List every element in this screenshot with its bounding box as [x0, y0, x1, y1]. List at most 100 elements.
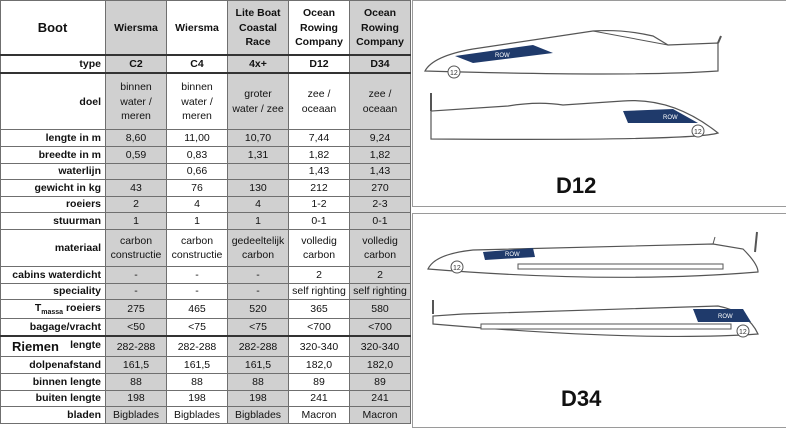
cell-line: 1,31 [247, 148, 269, 161]
cell-line: - [195, 268, 199, 281]
cell-line: 9,24 [369, 132, 391, 145]
riemen-value: 88 [105, 373, 167, 391]
spec-value: 365 [288, 299, 350, 320]
spec-value: - [227, 282, 289, 301]
cell-line: volledig [301, 234, 337, 247]
spec-value: carbon constructie [166, 228, 228, 268]
cell-line: 0-1 [372, 214, 388, 227]
riemen-row: Riemen lengte 282-288 282-288 282-288 320-340… [0, 335, 411, 358]
cell-line: zee / [368, 88, 392, 101]
riemen-value: Macron [349, 406, 411, 424]
spec-value: 43 [105, 179, 167, 197]
riemen-value: 182,0 [349, 356, 411, 375]
cell-line: 7,44 [308, 132, 330, 145]
spec-row: doel binnen water / meren binnen water / meren… [0, 72, 411, 131]
riemen-value: 88 [227, 373, 289, 391]
cell-line: gedeeltelijk [231, 234, 285, 247]
spec-row: speciality - - - self righting self righting [0, 282, 411, 301]
cell-line: self righting [353, 285, 407, 298]
spec-value: <700 [349, 318, 411, 337]
spec-value: 0,83 [166, 145, 228, 164]
spec-value: volledig carbon [349, 228, 411, 268]
spec-label: materiaal [0, 228, 106, 268]
spec-label: gewicht in kg [0, 179, 106, 197]
cell-line: Wiersma [175, 21, 219, 34]
lower-decal-text: ROW [718, 314, 733, 320]
spec-label: speciality [0, 282, 106, 301]
cell-line: carbon [363, 248, 397, 261]
riemen-label: binnen lengte [0, 373, 106, 391]
lower-decal-stripe [693, 309, 751, 322]
spec-value: - [227, 266, 289, 284]
spec-value: <75 [227, 318, 289, 337]
spec-value: groter water / zee [227, 72, 289, 131]
riemen-label-text: buiten lengte [35, 392, 101, 405]
cell-line: 275 [127, 303, 145, 316]
spec-value: - [166, 266, 228, 284]
spec-value: 465 [166, 299, 228, 320]
spec-label: roeiers [0, 195, 106, 214]
brand-header: Ocean Rowing Company [288, 0, 350, 56]
cell-line: - [134, 268, 138, 281]
spec-label: breedte in m [0, 145, 106, 164]
cell-line: <75 [249, 321, 267, 334]
cell-line: 1 [194, 214, 200, 227]
riemen-label: Riemen lengte [0, 335, 106, 358]
cell-line: 212 [310, 181, 328, 194]
brand-header: Ocean Rowing Company [349, 0, 411, 56]
d34-label: D34 [561, 386, 602, 411]
spec-value: 1 [105, 212, 167, 230]
riemen-value: 198 [227, 389, 289, 408]
type-row: type C2 C4 4x+ D12 D34 [0, 54, 411, 74]
spec-value: binnen water / meren [105, 72, 167, 131]
spec-value: 0-1 [349, 212, 411, 230]
spec-value: zee / oceaan [349, 72, 411, 131]
cell-line: 4 [255, 198, 261, 211]
spec-value: 1 [166, 212, 228, 230]
spec-row: bagage/vracht <50 <75 <75 <700 <700 [0, 318, 411, 337]
riemen-value: 241 [349, 389, 411, 408]
spec-value: 1,43 [349, 162, 411, 181]
lower-hull-number: 12 [739, 329, 747, 336]
spec-value: 8,60 [105, 129, 167, 147]
boat-spec-table: Boot Wiersma Wiersma Lite Boat Coastal Race Oc… [0, 0, 411, 424]
cell-line: <700 [368, 321, 392, 334]
cell-line: Lite Boat [235, 7, 281, 20]
lower-hull-number: 12 [694, 129, 702, 136]
spec-label: cabins waterdicht [0, 266, 106, 284]
spec-value: binnen water / meren [166, 72, 228, 131]
riemen-value: 241 [288, 389, 350, 408]
riemen-row: bladen Bigblades Bigblades Bigblades Macron M… [0, 406, 411, 424]
riemen-value: 89 [349, 373, 411, 391]
spec-value: <75 [166, 318, 228, 337]
cell-line: binnen [120, 81, 152, 94]
spec-value: 7,44 [288, 129, 350, 147]
riemen-label-text: dolpenafstand [29, 359, 101, 372]
riemen-label-text: binnen lengte [32, 375, 101, 388]
spec-value: 1,31 [227, 145, 289, 164]
cell-line: 580 [371, 303, 389, 316]
cell-line: 8,60 [125, 132, 147, 145]
spec-value: 2 [105, 195, 167, 214]
spec-value: 275 [105, 299, 167, 320]
cell-line: 520 [249, 303, 267, 316]
cell-line: 465 [188, 303, 206, 316]
cell-line: - [134, 285, 138, 298]
upper-decal-stripe [455, 45, 553, 63]
spec-value: 9,24 [349, 129, 411, 147]
spec-label: stuurman [0, 212, 106, 230]
spec-row: materiaal carbon constructie carbon construc… [0, 228, 411, 268]
cell-line: 0,83 [186, 148, 208, 161]
spec-value: 0-1 [288, 212, 350, 230]
cell-line: groter [244, 88, 272, 101]
riemen-value: Bigblades [166, 406, 228, 424]
upper-decal-stripe [483, 248, 535, 260]
cell-line: 2 [377, 268, 383, 281]
spec-value [105, 162, 167, 181]
cell-line: 2 [316, 268, 322, 281]
cell-line: 11,00 [184, 132, 210, 145]
cell-line: constructie [171, 248, 223, 261]
spec-row: breedte in m 0,59 0,83 1,31 1,82 1,82 [0, 145, 411, 164]
cell-line: 1 [255, 214, 261, 227]
spec-value: gedeeltelijk carbon [227, 228, 289, 268]
